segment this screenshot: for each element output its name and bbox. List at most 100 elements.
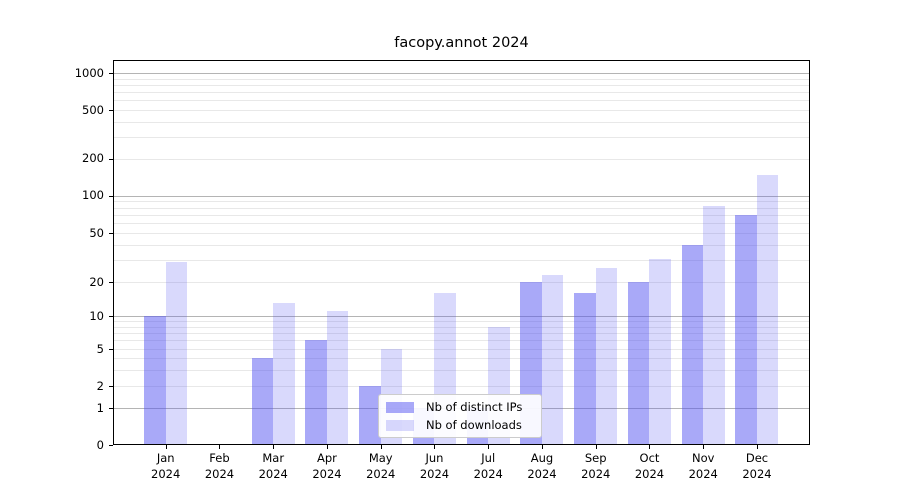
y-tick-label: 2 [96,378,104,393]
gridline-minor [114,282,810,283]
x-tick-month: Jul [481,451,496,465]
gridline-minor [114,358,810,359]
y-tick-label: 1000 [74,65,104,80]
y-tick-label: 0 [96,437,104,452]
gridline-minor [114,100,810,102]
x-tick-month: Aug [530,451,554,465]
x-tick-year: 2024 [634,466,665,481]
gridline-minor [114,349,810,350]
bar-downloads-sep [595,267,618,445]
y-tick-mark [109,158,113,160]
x-tick-month: Nov [692,451,715,465]
x-tick-mark [380,445,382,449]
x-tick-month: Jan [156,451,175,465]
x-tick-year: 2024 [419,466,450,481]
x-tick-label: Apr 2024 [292,451,362,482]
y-tick-label: 50 [89,225,104,240]
gridline-major [114,195,810,197]
x-tick-year: 2024 [581,466,611,481]
legend: Nb of distinct IPs Nb of downloads [378,394,542,438]
y-tick-label: 20 [89,274,104,289]
gridline-minor [114,121,810,123]
x-tick-label: Jan 2024 [131,451,201,482]
y-tick-mark [109,408,113,409]
bar-downloads-nov [703,206,725,445]
gridline-minor [114,110,810,112]
x-tick-label: Jun 2024 [399,451,469,482]
gridline-minor [114,158,810,160]
y-tick-label: 500 [82,102,104,117]
x-tick-year: 2024 [258,466,288,481]
gridline-minor [114,92,810,94]
y-tick-label: 10 [89,308,104,323]
bar-ips-sep [574,292,596,445]
legend-item: Nb of distinct IPs [386,399,533,416]
x-tick-year: 2024 [742,466,772,481]
x-tick-month: Apr [317,451,337,465]
gridline-minor [114,85,810,87]
x-tick-mark [595,445,597,449]
legend-swatch-downloads [386,419,414,431]
gridline-minor [114,137,810,139]
gridline-minor [114,332,810,334]
gridline-minor [114,233,810,234]
bar-ips-dec [735,214,757,445]
gridline-minor [114,260,810,262]
x-tick-month: Feb [209,451,230,465]
x-tick-label: Aug 2024 [507,451,577,482]
x-tick-mark [541,445,543,449]
bar-ips-may [359,386,381,445]
x-tick-year: 2024 [473,466,503,481]
gridline-minor [114,340,810,342]
y-tick-label: 5 [96,341,104,356]
y-tick-label: 200 [82,151,104,166]
bar-downloads-dec [756,174,779,445]
gridline-minor [114,223,810,225]
gridline-minor [114,201,810,203]
bar-ips-jan [144,316,166,445]
y-tick-mark [109,282,113,283]
x-tick-month: May [368,451,393,465]
x-tick-month: Oct [639,451,660,465]
x-tick-year: 2024 [366,466,396,481]
x-tick-label: Mar 2024 [238,451,308,482]
x-tick-mark [273,445,275,449]
bar-ips-nov [681,244,704,445]
y-tick-mark [109,233,113,234]
bar-downloads-oct [649,258,671,445]
y-tick-label: 1 [96,400,104,415]
x-tick-month: Mar [262,451,285,465]
gridline-minor [114,369,810,371]
x-tick-year: 2024 [688,466,718,481]
gridline-minor [114,321,810,323]
x-tick-mark [165,445,167,449]
x-tick-year: 2024 [527,466,557,481]
x-tick-label: Sep 2024 [561,451,631,482]
legend-swatch-ips [386,401,414,413]
chart-title: facopy.annot 2024 [394,35,529,51]
x-tick-label: Jul 2024 [453,451,523,482]
y-tick-mark [109,445,113,446]
x-tick-mark [326,445,328,449]
gridline-minor [114,244,810,246]
bar-downloads-apr [326,311,349,445]
x-tick-label: Feb 2024 [184,451,254,482]
x-tick-label: Oct 2024 [614,451,684,482]
x-tick-year: 2024 [204,466,235,481]
x-tick-mark [434,445,436,449]
bar-downloads-jan [165,262,188,445]
x-tick-month: Dec [745,451,769,465]
y-tick-mark [109,316,113,317]
legend-label: Nb of downloads [426,418,522,432]
legend-item: Nb of downloads [386,417,533,434]
gridline-major [114,316,810,317]
x-tick-year: 2024 [151,466,181,481]
gridline-minor [114,78,810,80]
x-tick-mark [756,445,758,449]
y-tick-mark [109,73,113,75]
bar-downloads-mar [273,303,295,445]
gridline-minor [114,207,810,209]
gridline-minor [114,214,810,216]
x-tick-mark [219,445,221,449]
